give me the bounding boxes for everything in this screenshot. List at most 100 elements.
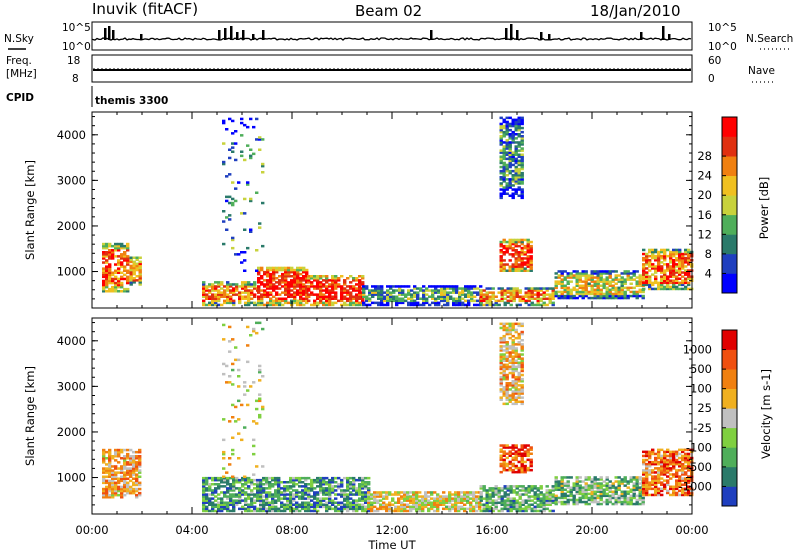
velocity-cell bbox=[202, 485, 206, 488]
velocity-cell bbox=[499, 380, 503, 383]
power-cell bbox=[247, 295, 251, 298]
velocity-cell bbox=[678, 452, 682, 456]
power-cell bbox=[296, 279, 300, 282]
power-cell bbox=[590, 270, 594, 273]
velocity-cell bbox=[448, 491, 452, 494]
power-cell bbox=[512, 297, 516, 300]
power-cell bbox=[494, 295, 498, 298]
velocity-cell bbox=[120, 469, 124, 472]
velocity-colorbar-swatch bbox=[722, 447, 737, 468]
power-cell bbox=[111, 253, 115, 256]
velocity-cell bbox=[542, 499, 546, 502]
velocity-cell bbox=[231, 416, 235, 419]
velocity-cell bbox=[512, 499, 516, 502]
power-cell bbox=[102, 279, 106, 283]
power-cell bbox=[250, 297, 254, 300]
power-cell bbox=[316, 303, 320, 307]
velocity-cell bbox=[508, 388, 512, 391]
velocity-cell bbox=[202, 495, 206, 498]
power-cell bbox=[666, 263, 670, 266]
power-cell bbox=[222, 121, 226, 125]
velocity-cell bbox=[505, 462, 509, 466]
power-cell bbox=[428, 303, 432, 307]
power-cell bbox=[620, 286, 624, 290]
power-cell bbox=[422, 289, 426, 292]
velocity-cell bbox=[367, 495, 371, 498]
power-cell bbox=[657, 269, 661, 272]
power-cell bbox=[536, 295, 540, 298]
velocity-cell bbox=[376, 493, 380, 496]
power-cell bbox=[260, 283, 264, 286]
velocity-cell bbox=[517, 336, 521, 340]
nsky-panel bbox=[91, 21, 693, 51]
power-cell bbox=[581, 270, 585, 273]
velocity-cell bbox=[675, 475, 679, 478]
velocity-cell bbox=[523, 460, 527, 464]
velocity-cell bbox=[114, 493, 118, 497]
velocity-cell bbox=[340, 491, 344, 494]
power-cell bbox=[287, 281, 291, 284]
velocity-cell bbox=[286, 487, 290, 490]
power-cell bbox=[272, 279, 276, 282]
velocity-cell bbox=[520, 384, 524, 387]
power-cell bbox=[517, 171, 521, 175]
power-cell bbox=[407, 293, 411, 296]
velocity-cell bbox=[217, 497, 221, 500]
velocity-cell bbox=[301, 507, 305, 511]
velocity-cell bbox=[262, 495, 266, 498]
velocity-cell bbox=[611, 490, 615, 493]
power-cell bbox=[431, 297, 435, 300]
velocity-cell bbox=[666, 462, 670, 466]
velocity-cell bbox=[123, 457, 127, 460]
velocity-cell bbox=[563, 494, 567, 498]
power-cell bbox=[605, 282, 609, 285]
velocity-cell bbox=[223, 491, 227, 494]
power-cell bbox=[346, 285, 350, 288]
power-cell bbox=[491, 297, 495, 300]
velocity-cell bbox=[238, 487, 242, 490]
velocity-cell bbox=[129, 473, 133, 476]
velocity-cell bbox=[232, 495, 236, 498]
velocity-cell bbox=[578, 480, 582, 483]
power-cell bbox=[657, 267, 661, 270]
power-cell bbox=[234, 187, 238, 190]
power-cell bbox=[518, 303, 522, 307]
power-cell bbox=[395, 289, 399, 292]
power-cell bbox=[502, 155, 506, 158]
velocity-cell bbox=[520, 365, 524, 369]
velocity-cell bbox=[506, 487, 510, 490]
power-cell bbox=[398, 285, 402, 288]
power-cell bbox=[499, 178, 503, 181]
velocity-cell bbox=[361, 509, 365, 513]
velocity-cell bbox=[584, 486, 588, 489]
power-cell bbox=[440, 285, 444, 288]
power-cell bbox=[530, 301, 534, 305]
velocity-cell bbox=[663, 485, 667, 488]
power-cell bbox=[313, 277, 317, 280]
velocity-cell bbox=[681, 483, 685, 486]
power-cell bbox=[404, 285, 408, 288]
power-cell bbox=[234, 158, 238, 162]
velocity-cell bbox=[623, 484, 627, 487]
power-cell bbox=[307, 289, 311, 292]
velocity-cell bbox=[614, 502, 618, 506]
power-cell bbox=[202, 299, 206, 303]
velocity-cell bbox=[238, 497, 242, 500]
velocity-cell bbox=[617, 482, 621, 485]
velocity-cell bbox=[114, 481, 118, 485]
velocity-cell bbox=[629, 496, 633, 500]
power-cell bbox=[389, 287, 393, 290]
velocity-cell bbox=[569, 498, 573, 502]
power-cell bbox=[365, 285, 369, 288]
velocity-cell bbox=[237, 368, 241, 372]
velocity-cell bbox=[475, 501, 479, 504]
power-cell bbox=[365, 287, 369, 290]
power-cell bbox=[362, 301, 366, 305]
velocity-cell bbox=[367, 497, 371, 500]
power-cell bbox=[596, 286, 600, 290]
velocity-cell bbox=[117, 481, 121, 485]
velocity-cell bbox=[499, 355, 503, 358]
velocity-cell bbox=[111, 479, 115, 483]
